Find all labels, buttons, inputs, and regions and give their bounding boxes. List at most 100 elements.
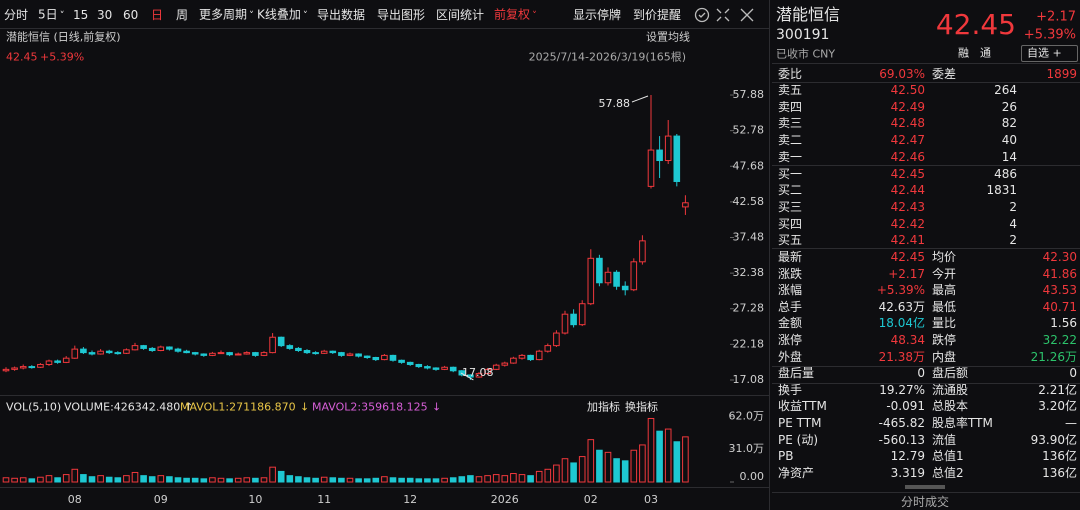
volume-bar — [389, 477, 397, 483]
toolbar-icons[interactable] — [694, 7, 754, 23]
candle-body — [570, 313, 577, 326]
stat-label: 今开 — [932, 266, 957, 281]
candle-body — [389, 354, 397, 361]
volume-bar — [441, 477, 448, 483]
volume-arrow: ↓ — [432, 400, 442, 414]
stat-value: 3.319 — [890, 465, 925, 480]
order-level: 卖四 — [778, 99, 803, 114]
x-tick-label: 11 — [317, 493, 331, 506]
x-tick-label: 08 — [68, 493, 82, 506]
volume-bar — [570, 462, 577, 483]
toolbar-button[interactable]: 15 — [73, 8, 89, 22]
volume-bar — [510, 473, 517, 483]
candle-body — [467, 374, 474, 378]
toolbar-button[interactable]: 分时 — [4, 8, 29, 22]
toolbar-button[interactable]: 显示停牌 — [573, 8, 622, 22]
watchlist-box[interactable] — [1021, 45, 1078, 62]
toolbar-button[interactable]: 导出图形 — [377, 8, 426, 22]
toolbar-button[interactable]: 5日 — [38, 9, 65, 22]
volume-bar — [295, 476, 302, 483]
volume-bar — [656, 430, 663, 483]
x-tick-label: 2026 — [491, 493, 519, 506]
volume-bar — [80, 474, 87, 483]
volume-bar — [664, 428, 672, 483]
toolbar-button[interactable]: K线叠加 — [257, 9, 308, 22]
candle-body — [527, 354, 534, 361]
stat-value: 43.53 — [1042, 283, 1077, 298]
candle-body — [123, 349, 130, 354]
order-size: 486 — [994, 166, 1017, 181]
volume-bar — [398, 477, 405, 483]
toolbar-button[interactable]: 前复权 — [494, 9, 537, 22]
indicator-button[interactable]: 加指标 — [587, 400, 620, 414]
x-tick-label: 12 — [403, 493, 417, 506]
toolbar-button[interactable]: 区间统计 — [436, 8, 485, 22]
order-price: 42.44 — [890, 183, 925, 198]
volume-bar — [269, 466, 276, 483]
candle-body — [355, 353, 362, 357]
watchlist-button[interactable]: 自选 + — [1027, 46, 1062, 60]
volume-bar — [329, 477, 337, 483]
order-size: 26 — [1001, 99, 1017, 114]
order-size: 1831 — [986, 183, 1017, 198]
stat-value: 48.34 — [890, 333, 925, 347]
candle-body — [647, 149, 655, 187]
field-label: 委差 — [932, 67, 957, 81]
x-tick-label: 10 — [248, 493, 262, 506]
stat-label: 总值2 — [932, 465, 964, 480]
stat-value: 42.30 — [1042, 250, 1077, 264]
candle-body — [97, 350, 104, 355]
y-tick-label: 17.08 — [733, 373, 765, 386]
ma-setting[interactable]: 设置均线 — [646, 30, 690, 44]
candle-body — [372, 356, 380, 361]
volume-bar — [363, 478, 371, 483]
indicator-button[interactable]: 换指标 — [625, 400, 658, 414]
field-value: 69.03% — [879, 67, 925, 81]
candle-body — [80, 348, 87, 354]
stat-label: 量比 — [932, 316, 957, 331]
order-price: 42.42 — [890, 216, 925, 231]
trades-tab[interactable]: 分时成交 — [901, 495, 950, 509]
toolbar-button[interactable]: 日 — [151, 8, 164, 22]
volume-bar — [217, 477, 225, 483]
volume-bar — [277, 470, 285, 483]
volume-bar — [467, 475, 474, 483]
volume-bar — [157, 475, 165, 483]
candle-body — [338, 352, 345, 356]
candle-body — [458, 370, 466, 376]
candle-body — [544, 345, 552, 352]
stat-value: 21.38万 — [878, 349, 925, 364]
volume-bar — [303, 477, 311, 483]
order-size: 264 — [994, 83, 1017, 97]
stat-value: 136亿 — [1042, 449, 1077, 464]
order-price: 42.49 — [890, 99, 925, 114]
stat-value: -465.82 — [878, 416, 925, 430]
stat-value: 42.63万 — [878, 299, 925, 314]
toolbar-button[interactable]: 周 — [176, 8, 189, 22]
candle-body — [656, 149, 663, 162]
stat-label: 均价 — [932, 250, 957, 264]
candle-body — [2, 368, 10, 372]
toolbar-button[interactable]: 到价提醒 — [633, 8, 682, 22]
candle-body — [510, 357, 517, 364]
candle-body — [449, 366, 457, 372]
order-size: 40 — [1001, 133, 1017, 148]
candle-body — [381, 354, 388, 361]
toolbar-button[interactable]: 导出数据 — [317, 8, 366, 22]
volume-bar — [630, 449, 638, 483]
candle-body — [320, 350, 328, 354]
toolbar-button[interactable]: 60 — [123, 8, 139, 22]
order-price: 42.41 — [890, 233, 925, 248]
candle-body — [441, 366, 448, 370]
order-size: 14 — [1001, 149, 1017, 164]
candle-body — [518, 354, 526, 359]
volume-bar — [647, 417, 655, 483]
stat-value: 19.27% — [879, 382, 925, 397]
candle-body — [492, 364, 500, 370]
toolbar-button[interactable]: 更多周期 — [199, 9, 254, 22]
stat-label: 股息率TTM — [932, 416, 993, 430]
volume-bar — [209, 477, 216, 483]
market-status: 已收市 CNY — [776, 47, 836, 61]
toolbar-button[interactable]: 30 — [97, 8, 113, 22]
stat-label: 收益TTM — [778, 399, 827, 414]
